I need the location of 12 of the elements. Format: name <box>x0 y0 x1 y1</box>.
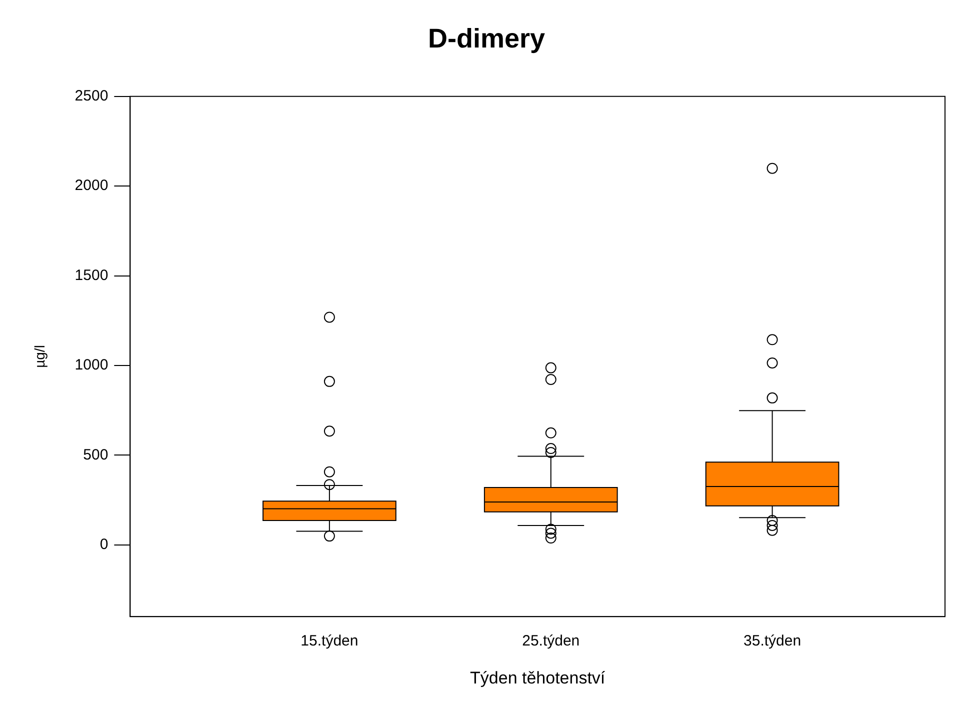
y-tick-label: 2000 <box>74 177 108 194</box>
x-tick-label: 35.týden <box>744 632 802 650</box>
y-tick-label: 1000 <box>74 356 108 374</box>
y-axis-title: µg/l <box>31 345 48 368</box>
x-tick-label: 15.týden <box>300 632 358 650</box>
y-tick-label: 2500 <box>74 88 108 105</box>
y-tick-label: 1500 <box>74 266 108 284</box>
y-tick-label: 0 <box>100 536 108 553</box>
x-tick-label: 25.týden <box>522 632 580 650</box>
chart-title: D-dimery <box>428 24 546 54</box>
x-axis-title: Týden těhotenství <box>470 668 606 688</box>
y-tick-label: 500 <box>83 446 108 464</box>
